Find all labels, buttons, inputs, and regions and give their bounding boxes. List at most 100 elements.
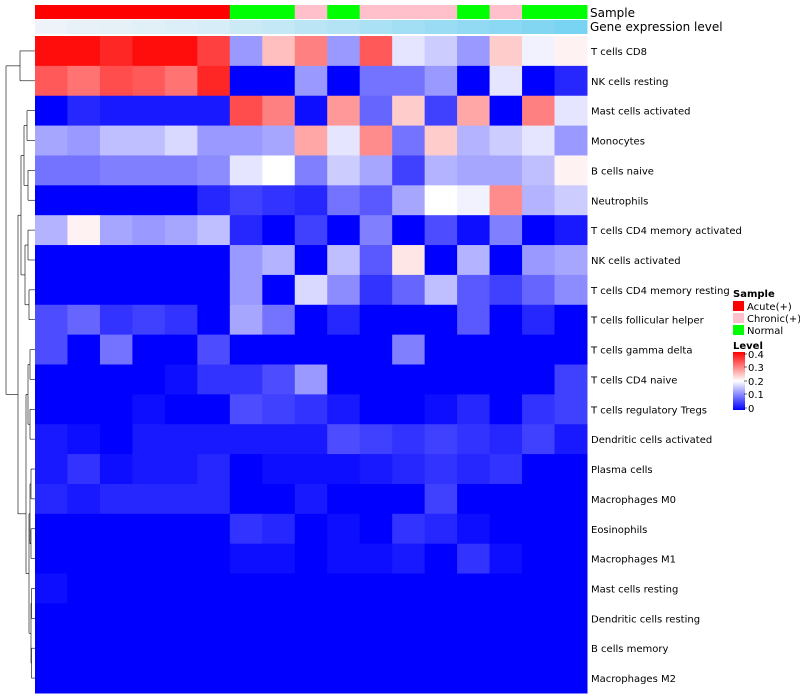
heatmap-cell — [229, 65, 263, 97]
heatmap-cell — [457, 424, 491, 455]
heatmap-cell — [197, 304, 231, 336]
heatmap-cell — [164, 95, 198, 127]
heatmap-cell — [554, 394, 588, 425]
heatmap-cell — [457, 125, 491, 156]
heatmap-cell — [132, 245, 166, 276]
heatmap-cell — [522, 633, 556, 664]
heatmap-cell — [262, 334, 296, 365]
sample-annotation-cell — [327, 5, 361, 19]
heatmap-cell — [424, 424, 458, 455]
heatmap-cell — [229, 36, 263, 67]
gene-expression-annotation-bar — [35, 20, 588, 34]
heatmap-cell — [229, 215, 263, 246]
heatmap-cell — [197, 65, 231, 97]
expression-annotation-cell — [294, 20, 328, 34]
heatmap-cell — [197, 394, 231, 425]
heatmap-cell — [457, 454, 491, 485]
heatmap-cell — [262, 663, 296, 694]
heatmap-cell — [489, 304, 523, 336]
heatmap-cell — [197, 454, 231, 485]
heatmap-cell — [554, 483, 588, 515]
heatmap-cell — [67, 633, 101, 664]
heatmap-cell — [132, 483, 166, 515]
heatmap-cell — [164, 125, 198, 156]
heatmap-cell — [164, 633, 198, 664]
heatmap-cell — [392, 245, 426, 276]
heatmap-cell — [99, 215, 133, 246]
expression-annotation-cell — [164, 20, 198, 34]
heatmap-cell — [229, 334, 263, 365]
row-label: B cells naive — [591, 166, 654, 177]
heatmap-cell — [35, 304, 68, 336]
heatmap-cell — [229, 155, 263, 186]
heatmap-cell — [35, 155, 68, 186]
heatmap-cell — [392, 155, 426, 186]
sample-annotation-cell — [132, 5, 166, 19]
heatmap-cell — [457, 513, 491, 545]
heatmap-cell — [197, 36, 231, 67]
heatmap-cell — [132, 573, 166, 604]
heatmap-cell — [197, 513, 231, 545]
heatmap-cell — [522, 36, 556, 67]
heatmap-cell — [392, 424, 426, 455]
heatmap-cell — [197, 364, 231, 395]
heatmap-cell — [164, 65, 198, 97]
row-label: Dendritic cells activated — [591, 435, 712, 446]
heatmap-cell — [132, 663, 166, 694]
heatmap-cell — [67, 125, 101, 156]
heatmap-cell — [229, 364, 263, 395]
heatmap-cell — [35, 215, 68, 246]
heatmap-cell — [67, 65, 101, 97]
heatmap-cell — [359, 274, 393, 306]
heatmap-cell — [327, 364, 361, 395]
heatmap-cell — [392, 274, 426, 306]
heatmap-cell — [67, 513, 101, 545]
heatmap-cell — [522, 364, 556, 395]
heatmap-cell — [132, 633, 166, 664]
heatmap-cell — [489, 215, 523, 246]
heatmap-cell — [132, 334, 166, 365]
heatmap-cell — [522, 424, 556, 455]
heatmap-cell — [522, 394, 556, 425]
heatmap-cell — [67, 424, 101, 455]
level-tick-label-0.1: 0.1 — [748, 390, 764, 401]
expression-annotation-cell — [359, 20, 393, 34]
heatmap-cell — [457, 304, 491, 336]
heatmap-cell — [359, 663, 393, 694]
heatmap-cell — [554, 36, 588, 67]
heatmap-cell — [457, 603, 491, 634]
heatmap-cell — [327, 603, 361, 634]
heatmap-cell — [294, 663, 328, 694]
heatmap-cell — [197, 483, 231, 515]
heatmap-cell — [554, 65, 588, 97]
heatmap-cell — [392, 573, 426, 604]
row-label: Mast cells activated — [591, 107, 690, 118]
expression-annotation-cell — [489, 20, 523, 34]
heatmap-cell — [392, 454, 426, 485]
heatmap-cell — [424, 483, 458, 515]
heatmap-cell — [99, 424, 133, 455]
level-legend-title: Level — [733, 341, 763, 352]
heatmap-cell — [67, 304, 101, 336]
heatmap-cell — [67, 483, 101, 515]
heatmap-cell — [359, 95, 393, 127]
row-label: B cells memory — [591, 644, 668, 655]
heatmap-cell — [489, 65, 523, 97]
heatmap-cell — [35, 245, 68, 276]
heatmap-cell — [35, 424, 68, 455]
heatmap-cell — [99, 663, 133, 694]
heatmap-cell — [294, 245, 328, 276]
heatmap-cell — [522, 543, 556, 575]
heatmap-cell — [294, 543, 328, 575]
heatmap-cell — [35, 36, 68, 67]
heatmap-cell — [99, 274, 133, 306]
heatmap-cell — [99, 573, 133, 604]
heatmap-cell — [35, 364, 68, 395]
expression-annotation-cell — [392, 20, 426, 34]
heatmap-cell — [489, 603, 523, 634]
heatmap-cell — [294, 304, 328, 336]
row-label: Monocytes — [591, 137, 645, 148]
expression-annotation-cell — [424, 20, 458, 34]
legend-label-acute: Acute(+) — [747, 302, 792, 313]
heatmap-cell — [262, 394, 296, 425]
